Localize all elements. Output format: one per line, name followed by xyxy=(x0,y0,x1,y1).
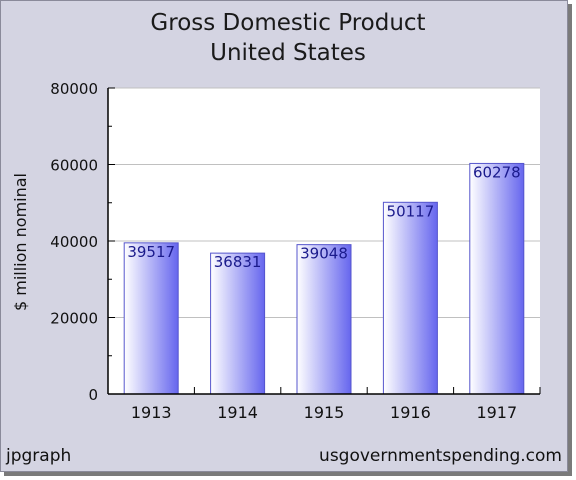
data-label-1917: 60278 xyxy=(473,163,521,181)
y-axis-label: $ million nominal xyxy=(11,173,30,311)
bar-1914 xyxy=(210,252,266,395)
footer-left: jpgraph xyxy=(6,446,72,466)
x-tick-label-1913: 1913 xyxy=(131,403,172,422)
y-tick-label: 0 xyxy=(88,386,98,404)
footer-right: usgovernmentspending.com xyxy=(319,446,562,466)
data-label-1913: 39517 xyxy=(127,243,175,261)
y-tick-label: 40000 xyxy=(50,233,98,251)
y-tick-label: 20000 xyxy=(50,310,98,328)
bar-1916 xyxy=(382,201,438,395)
bar-1917 xyxy=(469,162,525,395)
data-label-1915: 39048 xyxy=(300,245,348,263)
x-tick-label-1916: 1916 xyxy=(390,403,431,422)
data-label-1914: 36831 xyxy=(214,253,262,271)
bars: 39517 36831 39048 50117 60278 xyxy=(123,162,525,395)
bar-1915 xyxy=(296,244,352,395)
x-tick-label-1915: 1915 xyxy=(304,403,345,422)
x-tick-label-1917: 1917 xyxy=(476,403,517,422)
axes: 0 20000 40000 60000 80000 1913 1914 1915 1916 191… xyxy=(50,80,541,422)
y-tick-label: 60000 xyxy=(50,157,98,175)
bar-1913 xyxy=(123,242,179,395)
x-tick-label-1914: 1914 xyxy=(217,403,258,422)
data-label-1916: 50117 xyxy=(387,202,435,220)
chart-subtitle: United States xyxy=(210,40,366,66)
chart-title: Gross Domestic Product xyxy=(150,10,426,36)
y-tick-label: 80000 xyxy=(50,80,98,98)
